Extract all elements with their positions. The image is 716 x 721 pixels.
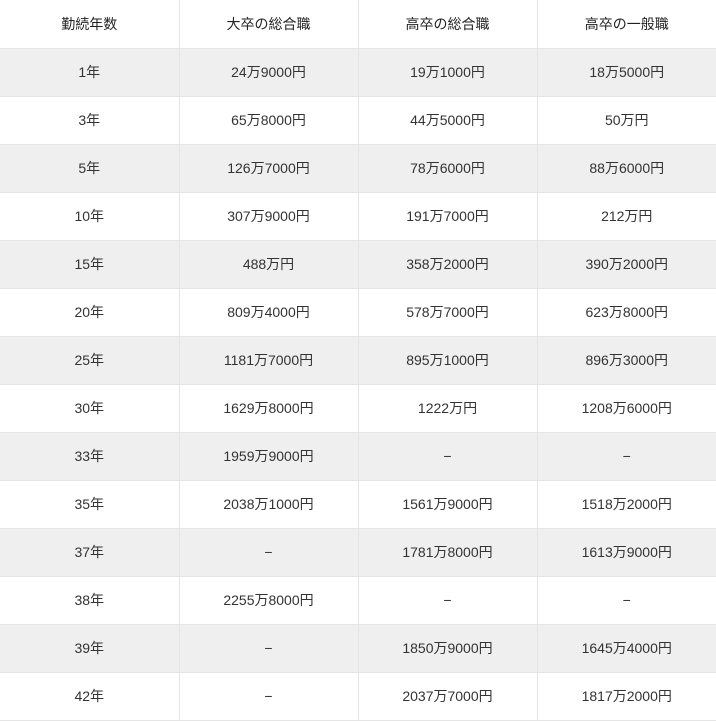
table-cell: 390万2000円 [537,240,716,288]
table-cell: 33年 [0,432,179,480]
table-row: 20年809万4000円578万7000円623万8000円 [0,288,716,336]
table-cell: 2037万7000円 [358,672,537,720]
table-row: 30年1629万8000円1222万円1208万6000円 [0,384,716,432]
table-cell: 1781万8000円 [358,528,537,576]
col-header-hs-ippan: 高卒の一般職 [537,0,716,48]
col-header-years: 勤続年数 [0,0,179,48]
table-cell: 1645万4000円 [537,624,716,672]
table-header-row: 勤続年数 大卒の総合職 高卒の総合職 高卒の一般職 [0,0,716,48]
table-cell: 3年 [0,96,179,144]
table-cell: 19万1000円 [358,48,537,96]
table-cell: 578万7000円 [358,288,537,336]
table-cell: 39年 [0,624,179,672]
table-cell: 1208万6000円 [537,384,716,432]
table-row: 37年−1781万8000円1613万9000円 [0,528,716,576]
table-cell: 1181万7000円 [179,336,358,384]
table-cell: 488万円 [179,240,358,288]
table-cell: 1613万9000円 [537,528,716,576]
table-cell: 10年 [0,192,179,240]
table-cell: 358万2000円 [358,240,537,288]
table-cell: − [179,528,358,576]
table-body: 1年24万9000円19万1000円18万5000円3年65万8000円44万5… [0,48,716,720]
table-row: 42年−2037万7000円1817万2000円 [0,672,716,720]
table-cell: 1518万2000円 [537,480,716,528]
salary-table: 勤続年数 大卒の総合職 高卒の総合職 高卒の一般職 1年24万9000円19万1… [0,0,716,721]
table-cell: 1850万9000円 [358,624,537,672]
table-cell: − [358,432,537,480]
table-cell: 25年 [0,336,179,384]
table-row: 10年307万9000円191万7000円212万円 [0,192,716,240]
table-cell: 20年 [0,288,179,336]
table-row: 3年65万8000円44万5000円50万円 [0,96,716,144]
table-cell: 1561万9000円 [358,480,537,528]
table-cell: 895万1000円 [358,336,537,384]
table-cell: − [179,672,358,720]
table-row: 15年488万円358万2000円390万2000円 [0,240,716,288]
table-cell: 37年 [0,528,179,576]
table-cell: 88万6000円 [537,144,716,192]
table-row: 33年1959万9000円−− [0,432,716,480]
table-cell: 896万3000円 [537,336,716,384]
table-cell: 2255万8000円 [179,576,358,624]
table-cell: 5年 [0,144,179,192]
table-cell: 30年 [0,384,179,432]
table-row: 5年126万7000円78万6000円88万6000円 [0,144,716,192]
table-cell: 65万8000円 [179,96,358,144]
table-cell: 24万9000円 [179,48,358,96]
col-header-hs-sogo: 高卒の総合職 [358,0,537,48]
table-cell: 1959万9000円 [179,432,358,480]
table-cell: 15年 [0,240,179,288]
table-row: 1年24万9000円19万1000円18万5000円 [0,48,716,96]
table-cell: 126万7000円 [179,144,358,192]
table-cell: 1817万2000円 [537,672,716,720]
table-cell: 35年 [0,480,179,528]
col-header-univ-sogo: 大卒の総合職 [179,0,358,48]
table-cell: 307万9000円 [179,192,358,240]
table-cell: − [537,432,716,480]
table-cell: 50万円 [537,96,716,144]
table-cell: − [179,624,358,672]
table-cell: 1629万8000円 [179,384,358,432]
table-cell: 1222万円 [358,384,537,432]
table-row: 35年2038万1000円1561万9000円1518万2000円 [0,480,716,528]
table-cell: 212万円 [537,192,716,240]
table-row: 25年1181万7000円895万1000円896万3000円 [0,336,716,384]
table-row: 39年−1850万9000円1645万4000円 [0,624,716,672]
table-cell: 42年 [0,672,179,720]
table-cell: 78万6000円 [358,144,537,192]
table-row: 38年2255万8000円−− [0,576,716,624]
table-cell: − [358,576,537,624]
table-cell: − [537,576,716,624]
table-cell: 44万5000円 [358,96,537,144]
table-cell: 1年 [0,48,179,96]
table-cell: 18万5000円 [537,48,716,96]
table-cell: 809万4000円 [179,288,358,336]
table-cell: 38年 [0,576,179,624]
table-cell: 191万7000円 [358,192,537,240]
table-cell: 2038万1000円 [179,480,358,528]
table-cell: 623万8000円 [537,288,716,336]
